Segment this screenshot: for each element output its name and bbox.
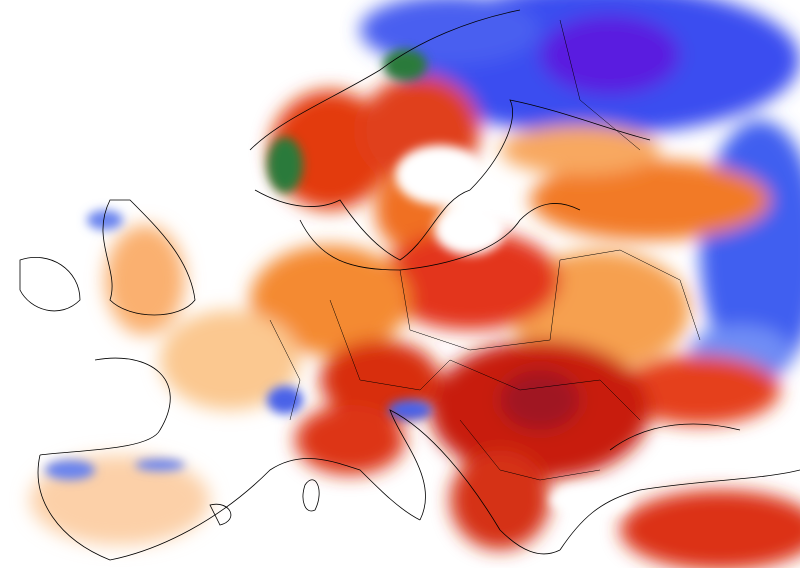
very-hot-area <box>500 370 580 430</box>
borders <box>269 19 701 481</box>
coastline <box>299 203 581 271</box>
cold-area <box>388 400 432 420</box>
coastline <box>469 99 651 191</box>
border <box>559 19 641 151</box>
warm-area <box>160 310 300 410</box>
cold-area <box>267 386 303 414</box>
coastline <box>37 454 421 561</box>
warm-area <box>295 405 405 475</box>
coastline <box>302 479 320 512</box>
border <box>459 419 601 481</box>
border <box>449 359 641 421</box>
very-cold-area <box>383 49 427 81</box>
coastline <box>609 423 741 451</box>
cold-area <box>135 459 185 471</box>
very-cold-area <box>267 137 303 193</box>
warm-area <box>500 125 660 175</box>
coastline <box>249 9 521 151</box>
coastline <box>559 469 800 551</box>
warm-area <box>450 450 550 550</box>
cold-area <box>360 0 540 65</box>
border <box>399 259 561 351</box>
cold-area <box>45 460 95 480</box>
warm-area <box>620 355 780 425</box>
neutral-area <box>395 145 485 205</box>
border <box>269 319 301 421</box>
cold-area <box>87 210 123 230</box>
coastlines <box>19 9 800 561</box>
coastline <box>102 199 196 316</box>
neutral-area <box>550 485 630 515</box>
detail-layer <box>45 49 630 515</box>
warm-area <box>620 490 800 568</box>
border <box>329 299 451 391</box>
neutral-area <box>435 205 505 255</box>
coastline <box>209 503 232 526</box>
coastline <box>389 409 561 555</box>
coastline <box>39 357 171 456</box>
warm-area <box>530 160 770 240</box>
very-cold-area <box>540 15 680 95</box>
border <box>559 249 701 341</box>
warm-area <box>380 230 560 330</box>
warm-area <box>105 225 185 335</box>
coastline <box>19 257 81 312</box>
coastline <box>254 189 471 261</box>
